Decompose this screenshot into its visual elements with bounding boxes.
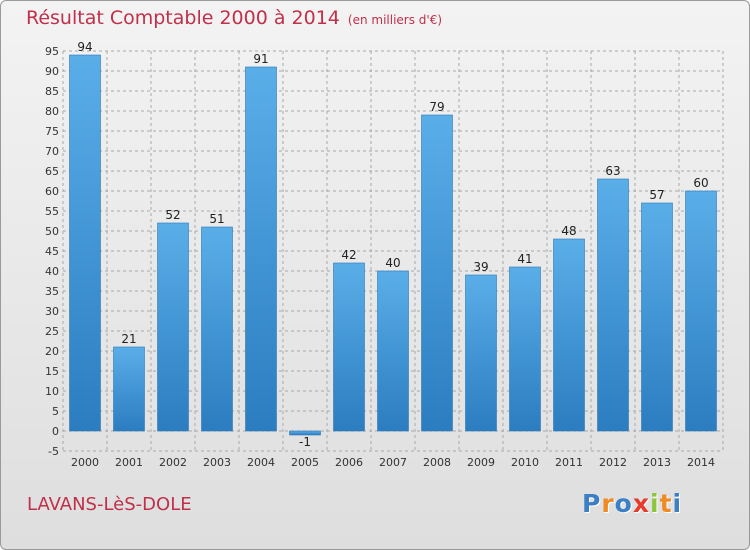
y-tick-label: 15: [45, 365, 59, 378]
x-tick-label: 2000: [71, 456, 99, 469]
y-tick-label: 35: [45, 285, 59, 298]
bars: 94 21 52 51 91 -1 42 40 79 39 41 48 63 57 60: [69, 40, 717, 449]
logo-letter: x: [632, 489, 650, 518]
bar: [509, 266, 541, 432]
y-tick-label: 40: [45, 265, 59, 278]
bar: [641, 202, 673, 432]
logo-letter: P: [582, 489, 602, 518]
y-tick-label: 65: [45, 165, 59, 178]
bar: [113, 346, 145, 432]
value-label: 91: [253, 52, 268, 66]
y-tick-label: 10: [45, 385, 59, 398]
y-tick-label: 0: [52, 425, 59, 438]
y-tick-label: 50: [45, 225, 59, 238]
bar: [245, 66, 277, 432]
bar: [69, 54, 101, 432]
bar: [333, 262, 365, 432]
logo-letter: t: [659, 489, 673, 518]
y-tick-label: 45: [45, 245, 59, 258]
y-tick-label: 75: [45, 125, 59, 138]
value-label: 41: [517, 252, 532, 266]
bar: [289, 430, 321, 436]
logo-letter: i: [672, 489, 683, 518]
bar: [201, 226, 233, 432]
logo-letter: o: [614, 489, 633, 518]
y-axis-ticks: -5 0 5 10 15 20 25 30 35 40 45 50 55 60 65 70 75 80 85 90 95: [45, 45, 59, 458]
y-tick-label: 95: [45, 45, 59, 58]
value-label: 51: [209, 212, 224, 226]
value-label: 39: [473, 260, 488, 274]
x-tick-label: 2005: [291, 456, 319, 469]
y-tick-label: 25: [45, 325, 59, 338]
x-tick-label: 2011: [555, 456, 583, 469]
y-tick-label: 30: [45, 305, 59, 318]
proxiti-logo[interactable]: Proxiti: [582, 489, 682, 518]
x-tick-label: 2006: [335, 456, 363, 469]
value-label: 79: [429, 100, 444, 114]
y-tick-label: 60: [45, 185, 59, 198]
commune-name: LAVANS-LèS-DOLE: [27, 494, 192, 515]
y-tick-label: 20: [45, 345, 59, 358]
bar: [377, 270, 409, 432]
chart-title-text: Résultat Comptable 2000 à 2014: [26, 7, 340, 29]
value-label: 40: [385, 256, 400, 270]
x-tick-label: 2002: [159, 456, 187, 469]
logo-letter: r: [601, 489, 615, 518]
value-label: 21: [121, 332, 136, 346]
y-tick-label: 5: [52, 405, 59, 418]
x-tick-label: 2014: [687, 456, 715, 469]
bar: [553, 238, 585, 432]
y-tick-label: 85: [45, 85, 59, 98]
x-tick-label: 2004: [247, 456, 275, 469]
value-label: 60: [693, 176, 708, 190]
x-tick-label: 2010: [511, 456, 539, 469]
x-tick-label: 2012: [599, 456, 627, 469]
bar: [597, 178, 629, 432]
x-axis-ticks: 2000 2001 2002 2003 2004 2005 2006 2007 2008 2009…: [71, 456, 715, 469]
x-tick-label: 2001: [115, 456, 143, 469]
value-label: 94: [77, 40, 92, 54]
value-label: 63: [605, 164, 620, 178]
bar: [157, 222, 189, 432]
bar: [421, 114, 453, 432]
bar: [465, 274, 497, 432]
value-label: 42: [341, 248, 356, 262]
y-tick-label: 90: [45, 65, 59, 78]
bar: [685, 190, 717, 432]
x-tick-label: 2008: [423, 456, 451, 469]
value-label: 52: [165, 208, 180, 222]
y-tick-label: -5: [48, 445, 59, 458]
chart-title: Résultat Comptable 2000 à 2014 (en millie…: [26, 7, 442, 29]
y-tick-label: 80: [45, 105, 59, 118]
y-tick-label: 55: [45, 205, 59, 218]
x-tick-label: 2009: [467, 456, 495, 469]
value-label: 57: [649, 188, 664, 202]
value-label: -1: [299, 435, 311, 449]
y-tick-label: 70: [45, 145, 59, 158]
chart-subtitle: (en milliers d'€): [347, 13, 443, 27]
value-label: 48: [561, 224, 576, 238]
logo-letter: i: [650, 489, 660, 518]
x-tick-label: 2013: [643, 456, 671, 469]
x-tick-label: 2007: [379, 456, 407, 469]
x-tick-label: 2003: [203, 456, 231, 469]
